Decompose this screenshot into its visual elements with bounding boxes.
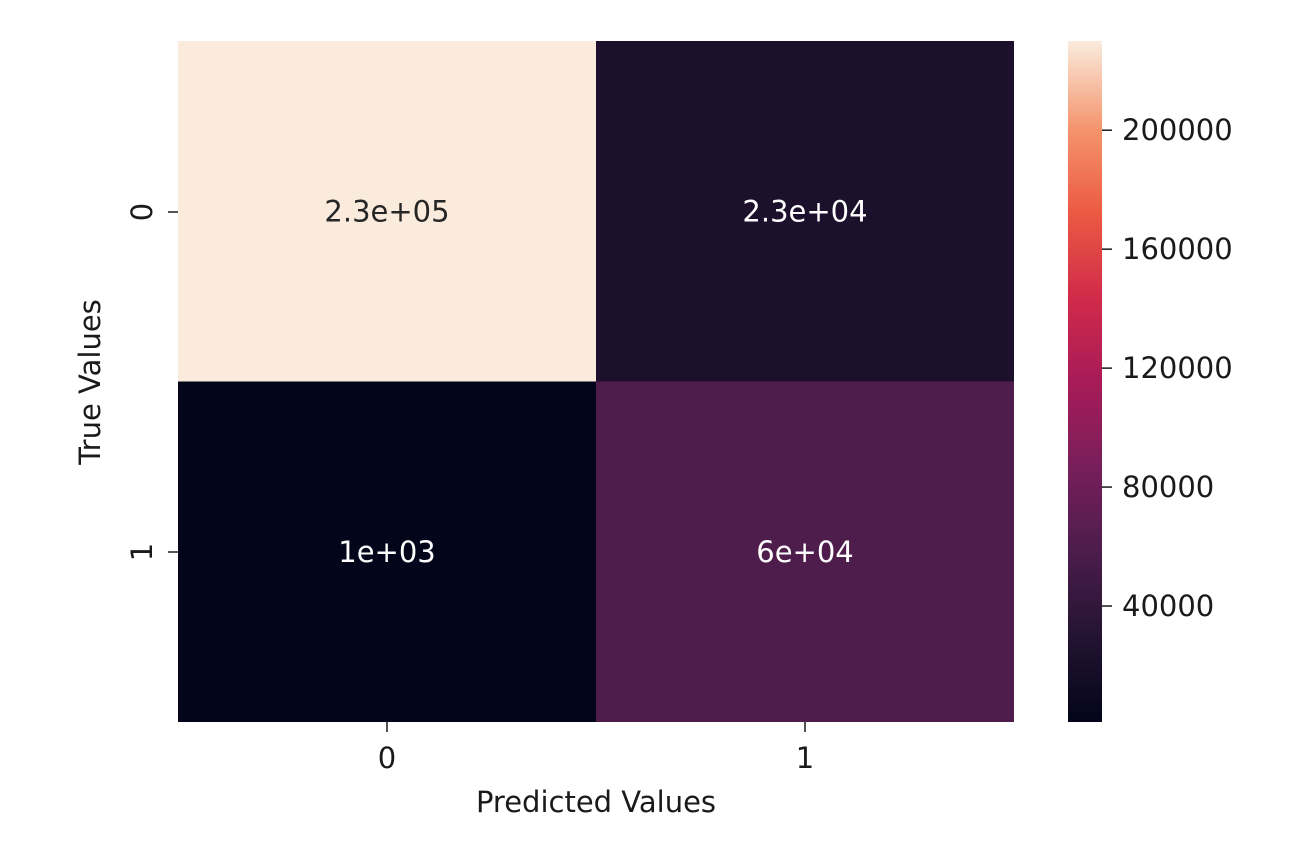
heatmap-cells — [178, 41, 1014, 722]
colorbar-tick-label-1: 80000 — [1122, 470, 1214, 504]
colorbar — [1068, 41, 1102, 722]
y-axis-label: True Values — [73, 299, 107, 466]
cell-annotation-0-0: 2.3e+05 — [324, 194, 449, 228]
colorbar-tick-label-2: 120000 — [1122, 351, 1233, 385]
colorbar-tick-label-4: 200000 — [1122, 113, 1233, 147]
x-tick-label-0: 0 — [378, 741, 396, 775]
cell-annotation-0-1: 2.3e+04 — [742, 194, 867, 228]
heatmap-cell-1-1 — [596, 381, 1014, 722]
colorbar-tick-label-3: 160000 — [1122, 232, 1233, 266]
y-tick-label-0: 0 — [125, 203, 159, 221]
x-axis-ticks: 0 1 — [378, 722, 814, 775]
y-axis-ticks: 0 1 — [125, 203, 178, 561]
heatmap-cell-0-1 — [596, 41, 1014, 382]
y-tick-label-1: 1 — [125, 543, 159, 561]
x-axis-label: Predicted Values — [476, 785, 716, 819]
heatmap-annotations: 2.3e+05 2.3e+04 1e+03 6e+04 — [324, 194, 867, 569]
cell-annotation-1-1: 6e+04 — [756, 535, 854, 569]
x-tick-label-1: 1 — [796, 741, 814, 775]
cell-annotation-1-0: 1e+03 — [338, 535, 436, 569]
colorbar-tick-label-0: 40000 — [1122, 589, 1214, 623]
colorbar-ticks: 40000 80000 120000 160000 200000 — [1102, 113, 1233, 623]
heatmap-cell-1-0 — [178, 381, 596, 722]
heatmap-cell-0-0 — [178, 41, 596, 382]
